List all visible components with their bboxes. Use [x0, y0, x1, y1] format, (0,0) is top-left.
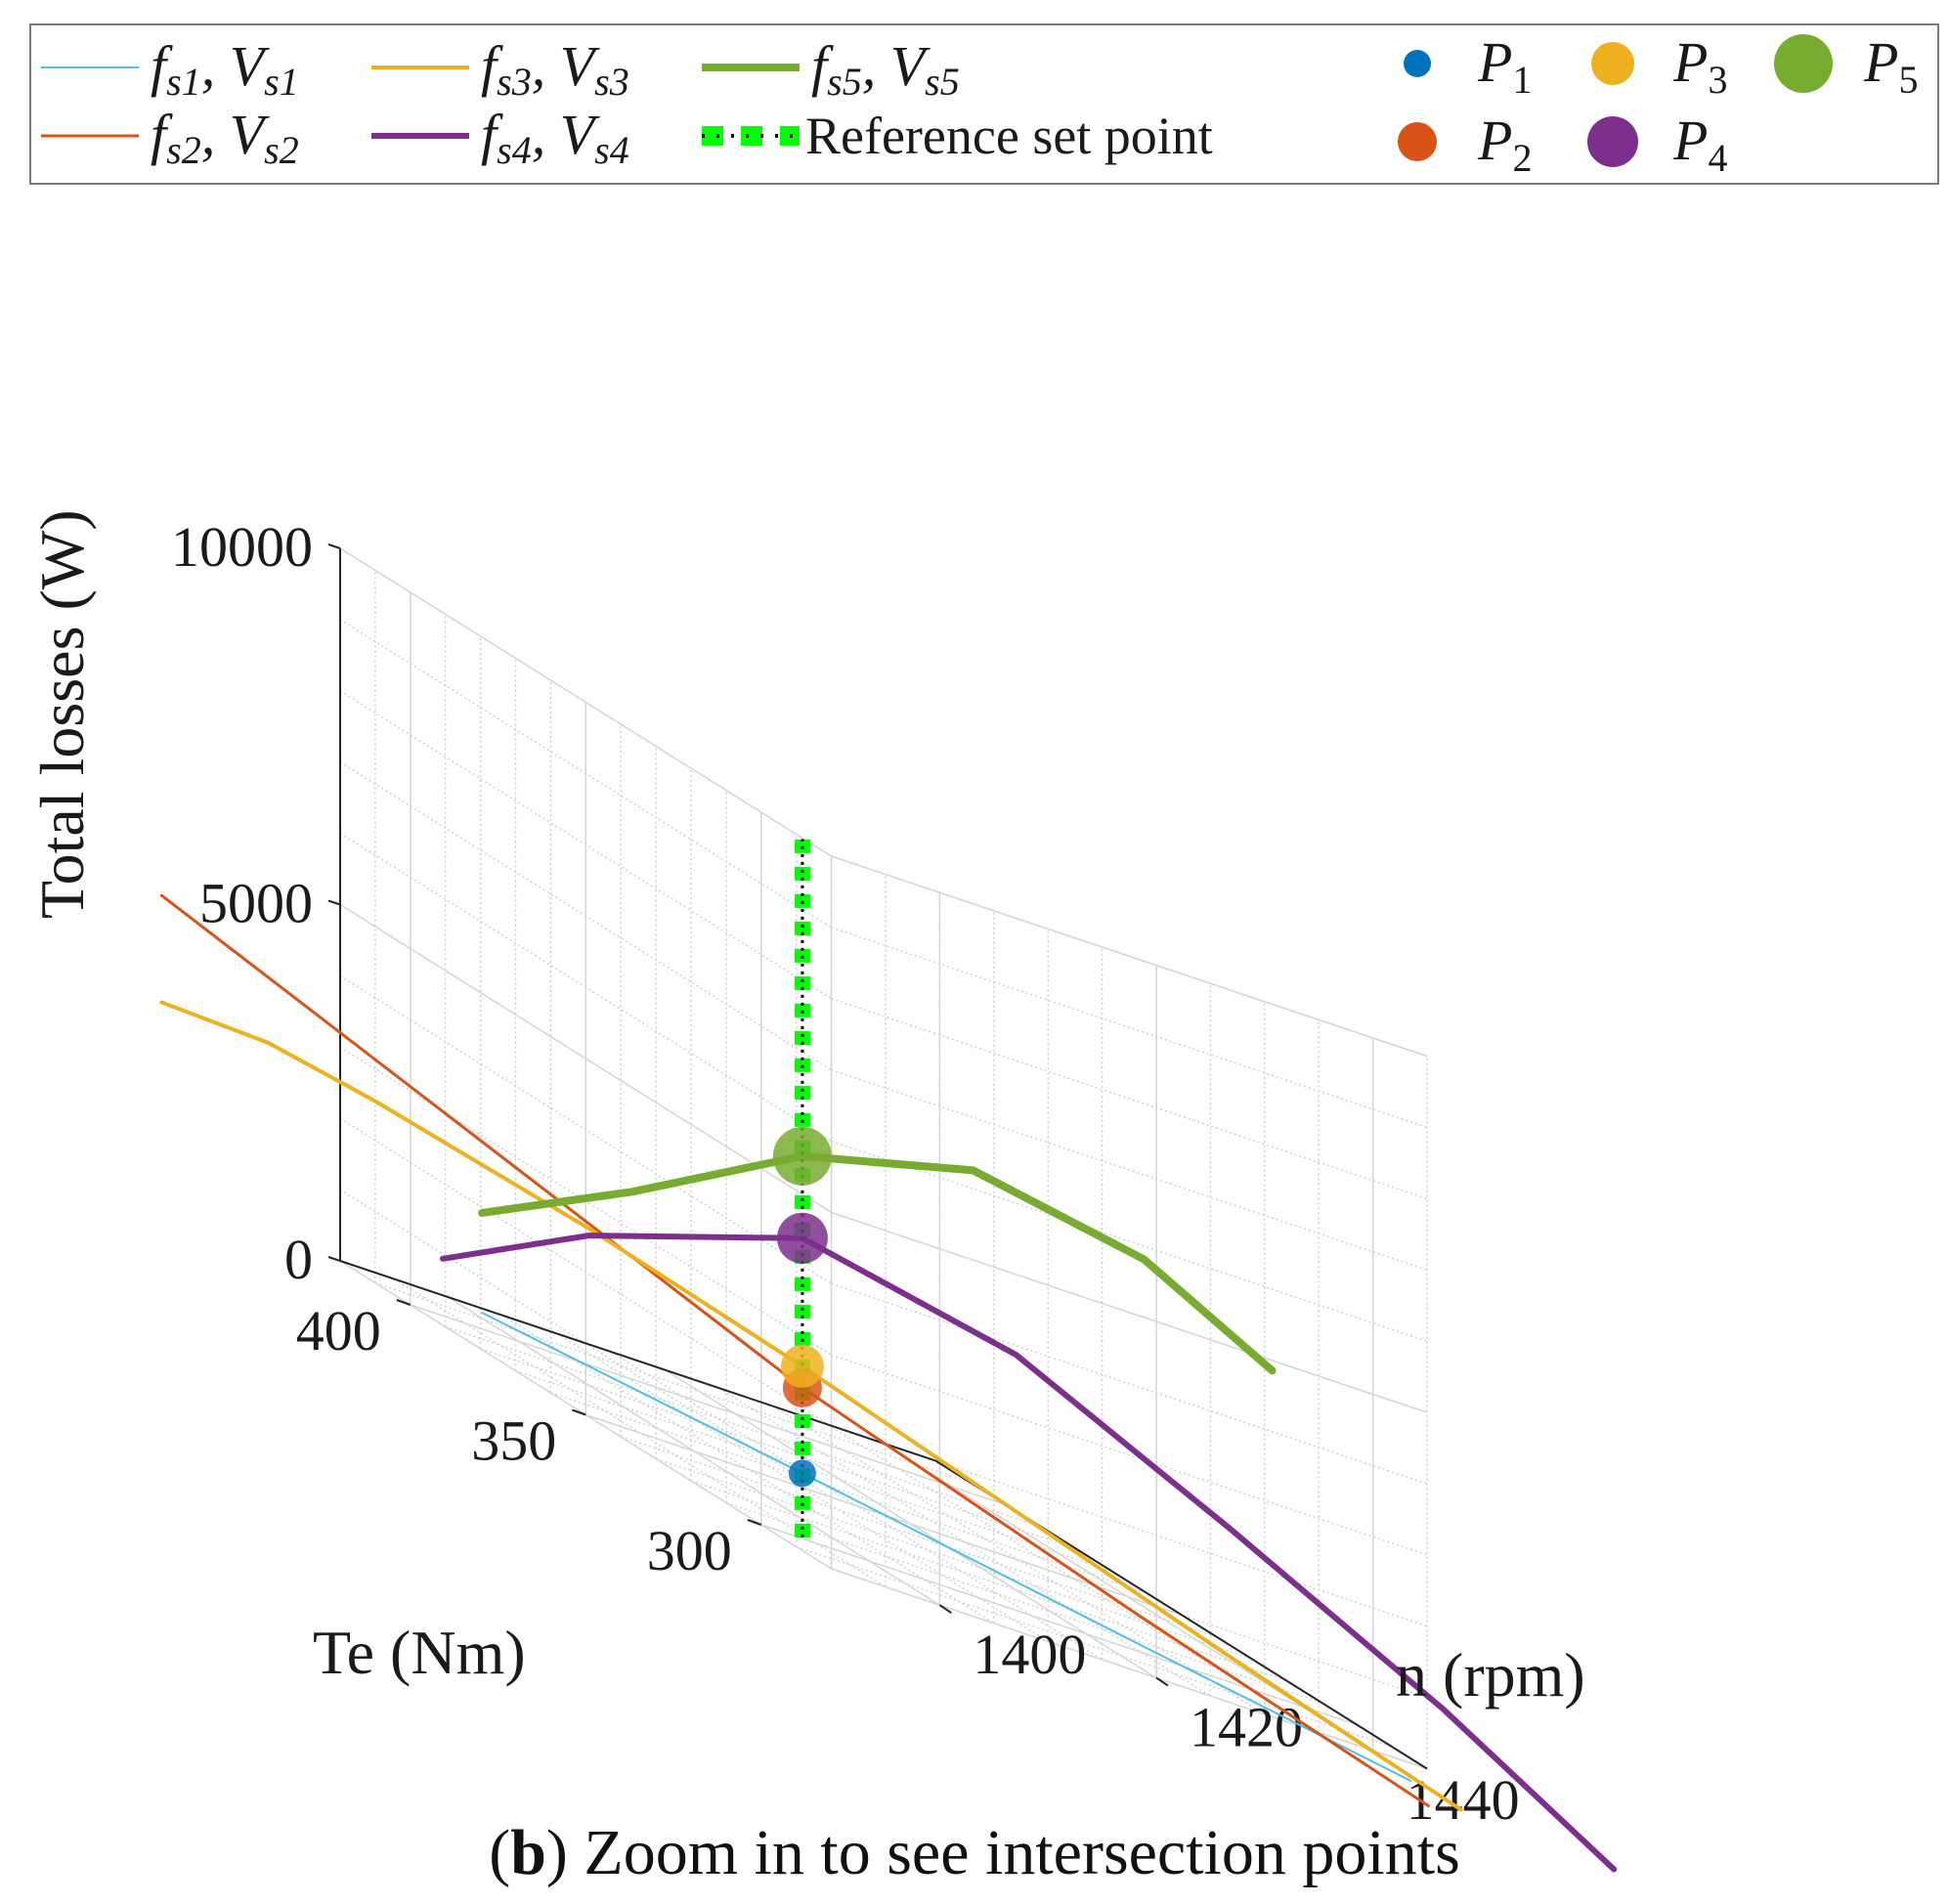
wall-grid-line	[831, 1425, 1428, 1627]
x-tick-label: 1420	[1190, 1696, 1303, 1759]
series-line	[478, 1151, 1277, 1375]
series-line	[481, 1312, 1412, 1782]
wall-major-line	[831, 1211, 1428, 1413]
caption-text: Zoom in to see intersection points	[584, 1817, 1459, 1888]
legend-marker	[1587, 116, 1638, 167]
series-line	[159, 1000, 1463, 1812]
intersection-point	[780, 1344, 824, 1388]
wall-major-line	[339, 903, 832, 1214]
floor-grid-line	[796, 1545, 1393, 1748]
y-axis-label: Te (Nm)	[313, 1618, 526, 1687]
series	[159, 839, 1618, 1873]
wall-grid-line	[831, 1354, 1428, 1556]
figure-caption: (b) Zoom in to see intersection points	[489, 1817, 1460, 1888]
intersection-point	[788, 1459, 816, 1488]
wall-grid-line	[831, 1140, 1428, 1342]
z-tick-label: 10000	[171, 515, 313, 579]
legend-label: Reference set point	[805, 107, 1213, 165]
legend-item: P3	[1591, 30, 1727, 102]
z-tick-mark	[327, 899, 341, 906]
legend-label: P1	[1477, 30, 1532, 102]
legend-item: P1	[1404, 30, 1532, 102]
x-tick-mark	[1155, 1676, 1169, 1687]
intersection-points	[772, 1126, 832, 1488]
floor-grid-line	[550, 1392, 1148, 1594]
z-tick-mark	[327, 1256, 341, 1262]
floor-grid-line	[620, 1436, 1217, 1638]
axes	[327, 543, 1428, 1770]
wall-major-line	[339, 547, 832, 857]
wall-major-line	[831, 855, 1428, 1058]
legend-label: P5	[1863, 30, 1918, 102]
legend-item: P2	[1398, 108, 1532, 180]
wall-grid-line	[831, 1282, 1428, 1485]
legend-item: P4	[1587, 108, 1727, 180]
x-axis-line	[339, 1260, 936, 1462]
y-tick-mark	[747, 1519, 762, 1526]
intersection-point	[776, 1212, 828, 1264]
x-axis-label: n (rpm)	[1396, 1640, 1585, 1709]
floor-major-line	[410, 1304, 1007, 1506]
legend-item: P5	[1774, 30, 1918, 102]
legend-item: fs1, Vs1	[41, 34, 299, 104]
floor-grid-line	[374, 1281, 972, 1484]
z-tick-mark	[327, 543, 341, 549]
z-tick-label: 5000	[199, 872, 313, 935]
legend-item: Reference set point	[702, 107, 1213, 165]
wall-major-line	[831, 1568, 1428, 1770]
tick-labels: 0 5000 10000 300 350 400 1400 1420 1440	[171, 515, 1520, 1832]
y-tick-mark	[571, 1408, 586, 1416]
x-tick-label: 1440	[1407, 1768, 1520, 1832]
legend-marker	[1774, 34, 1833, 93]
floor-major-line	[760, 1524, 1358, 1726]
legend-item: fs4, Vs4	[371, 103, 629, 172]
legend-label: fs3, Vs3	[481, 34, 629, 104]
legend-marker	[1404, 50, 1431, 77]
wall-grid-line	[831, 998, 1428, 1200]
legend-label: P2	[1477, 108, 1532, 180]
y-tick-mark	[396, 1299, 411, 1306]
y-tick-label: 300	[647, 1519, 732, 1582]
y-tick-label: 400	[296, 1299, 381, 1363]
x-tick-mark	[938, 1604, 952, 1615]
wall-grid-line	[831, 927, 1428, 1129]
legend-marker	[1398, 122, 1437, 161]
x-tick-label: 1400	[973, 1623, 1086, 1686]
y-tick-label: 350	[471, 1409, 556, 1473]
legend-marker	[1591, 42, 1634, 85]
wall-grid-line	[831, 1068, 1428, 1272]
z-tick-label: 0	[284, 1228, 313, 1291]
intersection-point	[772, 1126, 832, 1186]
floor-grid-line	[445, 1325, 1042, 1528]
z-axis-label: Total losses (W)	[27, 509, 97, 919]
legend-label: P3	[1672, 30, 1727, 102]
caption-label: b	[510, 1817, 546, 1888]
floor-grid-line	[480, 1348, 1077, 1550]
legend-item: fs3, Vs3	[371, 34, 629, 104]
legend-label: P4	[1672, 108, 1727, 180]
series-line	[440, 1233, 1618, 1873]
legend-label: fs4, Vs4	[481, 103, 629, 172]
